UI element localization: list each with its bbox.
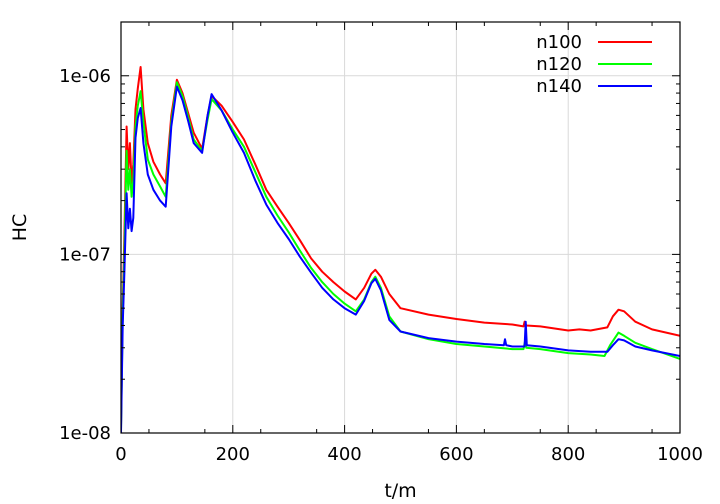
y-axis-label: HC xyxy=(9,214,31,242)
plot-frame xyxy=(120,21,681,434)
y-tick-label: 1e-06 xyxy=(59,66,111,87)
series-line-n140 xyxy=(121,85,680,433)
x-tick-label: 0 xyxy=(115,444,126,465)
axis-ticks: 0 200 400 600 800 1000 1e-08 1e-07 1e-06 xyxy=(59,22,703,465)
grid xyxy=(121,22,680,433)
series-line-n120 xyxy=(121,81,680,430)
x-tick-label: 200 xyxy=(216,444,250,465)
legend-label-n140: n140 xyxy=(536,76,582,97)
x-axis-label: t/m xyxy=(384,480,416,502)
x-tick-label: 1000 xyxy=(657,444,703,465)
x-tick-label: 600 xyxy=(439,444,473,465)
series-lines xyxy=(121,66,680,433)
y-tick-label: 1e-08 xyxy=(59,423,111,444)
series-line-n100 xyxy=(121,66,680,426)
legend-label-n100: n100 xyxy=(536,32,582,53)
legend-label-n120: n120 xyxy=(536,54,582,75)
x-tick-label: 800 xyxy=(551,444,585,465)
x-tick-label: 400 xyxy=(327,444,361,465)
y-tick-label: 1e-07 xyxy=(59,244,111,265)
